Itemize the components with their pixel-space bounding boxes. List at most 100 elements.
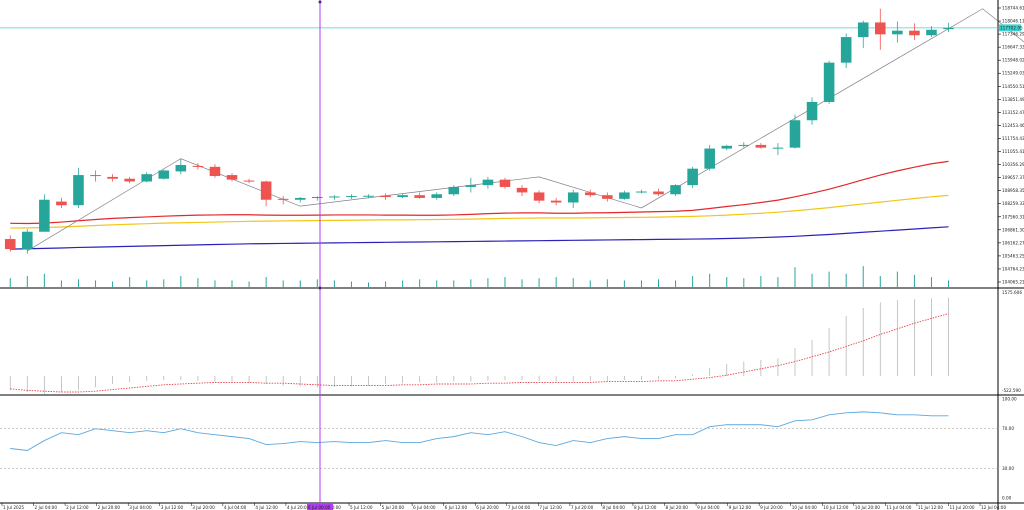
price-tick-label: 114550.51 <box>1002 84 1024 89</box>
time-tick-label: 5 Jul 20:00 <box>382 505 405 510</box>
time-tick-label: 10 Jul 20:00 <box>855 505 880 510</box>
price-tick-label: 116647.33 <box>1002 45 1024 50</box>
time-tick-label: 6 Jul 12:00 <box>445 505 468 510</box>
candle-body <box>294 197 306 200</box>
price-tick-label: 118744.61 <box>1002 6 1024 11</box>
time-tick-label: 8 Jul 04:00 <box>602 505 625 510</box>
time-tick-label: 8 Jul 12:00 <box>634 505 657 510</box>
price-tick-label: 111055.41 <box>1002 149 1024 154</box>
current-price-label: 117702.95 <box>1000 25 1023 30</box>
price-tick-label: 113152.47 <box>1002 110 1024 115</box>
price-tick-label: 106861.30 <box>1002 227 1024 232</box>
candle-body <box>465 185 477 187</box>
time-tick-label: 3 Jul 12:00 <box>161 505 184 510</box>
price-panel[interactable] <box>0 8 1024 287</box>
candle-body <box>636 191 647 193</box>
time-tick-label: 11 Jul 04:00 <box>886 505 911 510</box>
price-tick-label: 111754.43 <box>1002 136 1024 141</box>
candle-body <box>602 195 613 199</box>
candle-body <box>141 174 153 182</box>
price-tick-label: 104764.23 <box>1002 266 1024 271</box>
time-tick-label: 5 Jul 12:00 <box>350 505 373 510</box>
time-tick-label: 4 Jul 04:00 <box>224 505 247 510</box>
candle-body <box>312 197 323 199</box>
candle-body <box>124 178 135 182</box>
candle-body <box>874 22 886 35</box>
price-tick-label: 115249.03 <box>1002 71 1024 76</box>
candle-body <box>448 186 460 195</box>
time-tick-label: 3 Jul 20:00 <box>192 505 215 510</box>
candle-body <box>90 175 101 177</box>
candle-body <box>704 148 715 169</box>
candle-body <box>158 170 170 179</box>
time-tick-label: 6 Jul 04:00 <box>413 505 436 510</box>
price-tick-label: 108259.33 <box>1002 201 1024 206</box>
time-tick-label: 10 Jul 12:00 <box>823 505 848 510</box>
ma-fast-line <box>10 160 949 225</box>
candle-body <box>329 196 340 198</box>
time-tick-label: 11 Jul 20:00 <box>949 505 974 510</box>
time-tick-label: 8 Jul 20:00 <box>666 505 689 510</box>
time-tick-label: 2 Jul 04:00 <box>35 505 58 510</box>
rsi-panel[interactable] <box>0 411 998 469</box>
candle-body <box>789 120 801 148</box>
candle-body <box>567 192 579 203</box>
candle-body <box>619 192 630 199</box>
price-tick-label: 106162.27 <box>1002 240 1024 245</box>
candle-body <box>550 200 562 203</box>
candle-body <box>22 231 33 250</box>
ma-slow-line <box>10 226 949 250</box>
time-tick-label: 3 Jul 04:00 <box>129 505 152 510</box>
rsi-level-label: 100.00 <box>1002 397 1017 402</box>
price-tick-label: 112453.46 <box>1002 123 1024 128</box>
candle-body <box>687 168 698 186</box>
candle-body <box>721 145 733 149</box>
candle-body <box>226 175 238 180</box>
time-tick-label: 7 Jul 12:00 <box>539 505 562 510</box>
time-tick-label: 12 Jul 04:00 <box>981 505 1006 510</box>
time-tick-label: 4 Jul 20:00 <box>287 505 310 510</box>
rsi-level-label: 30.00 <box>1002 466 1014 471</box>
candle-body <box>755 144 767 148</box>
price-tick-label: 113851.49 <box>1002 97 1024 102</box>
candle-body <box>39 199 50 232</box>
time-tick-label: 1 Jul 2025 <box>3 505 24 510</box>
price-tick-label: 108958.35 <box>1002 188 1024 193</box>
candle-body <box>738 144 750 146</box>
crosshair-time-badge <box>307 503 333 510</box>
time-tick-label: 9 Jul 04:00 <box>697 505 720 510</box>
candle-body <box>363 195 374 197</box>
candle-body <box>857 22 869 38</box>
candle-body <box>243 180 255 182</box>
macd-top-label: 1575.606 <box>1002 290 1022 295</box>
candle-body <box>260 181 272 200</box>
candle-body <box>516 187 528 193</box>
time-tick-label: 10 Jul 04:00 <box>792 505 817 510</box>
crosshair: 6 Jul 00:00 <box>307 0 333 510</box>
price-tick-label: 105463.25 <box>1002 253 1024 258</box>
time-tick-label: 11 Jul 12:00 <box>918 505 943 510</box>
time-tick-label: 7 Jul 20:00 <box>571 505 594 510</box>
candle-body <box>380 195 391 198</box>
macd-signal-line <box>10 313 949 393</box>
time-tick-label: 6 Jul 20:00 <box>476 505 499 510</box>
candle-body <box>346 196 357 198</box>
time-tick-label: 9 Jul 20:00 <box>760 505 783 510</box>
candle-body <box>840 37 852 63</box>
candle-body <box>277 198 289 200</box>
price-tick-label: 109657.37 <box>1002 175 1024 180</box>
rsi-level-label: 70.00 <box>1002 426 1014 431</box>
candle-body <box>107 176 118 179</box>
macd-panel[interactable] <box>9 297 949 394</box>
candle-body <box>909 30 920 36</box>
candle-body <box>806 101 818 121</box>
current-price-badge <box>999 24 1021 32</box>
candle-body <box>772 147 784 149</box>
rsi-level-label: 0.00 <box>1002 496 1012 501</box>
macd-bottom-label: -522.590 <box>1002 388 1021 393</box>
ma-mid-line <box>10 194 949 229</box>
price-tick-label: 110356.29 <box>1002 162 1024 167</box>
